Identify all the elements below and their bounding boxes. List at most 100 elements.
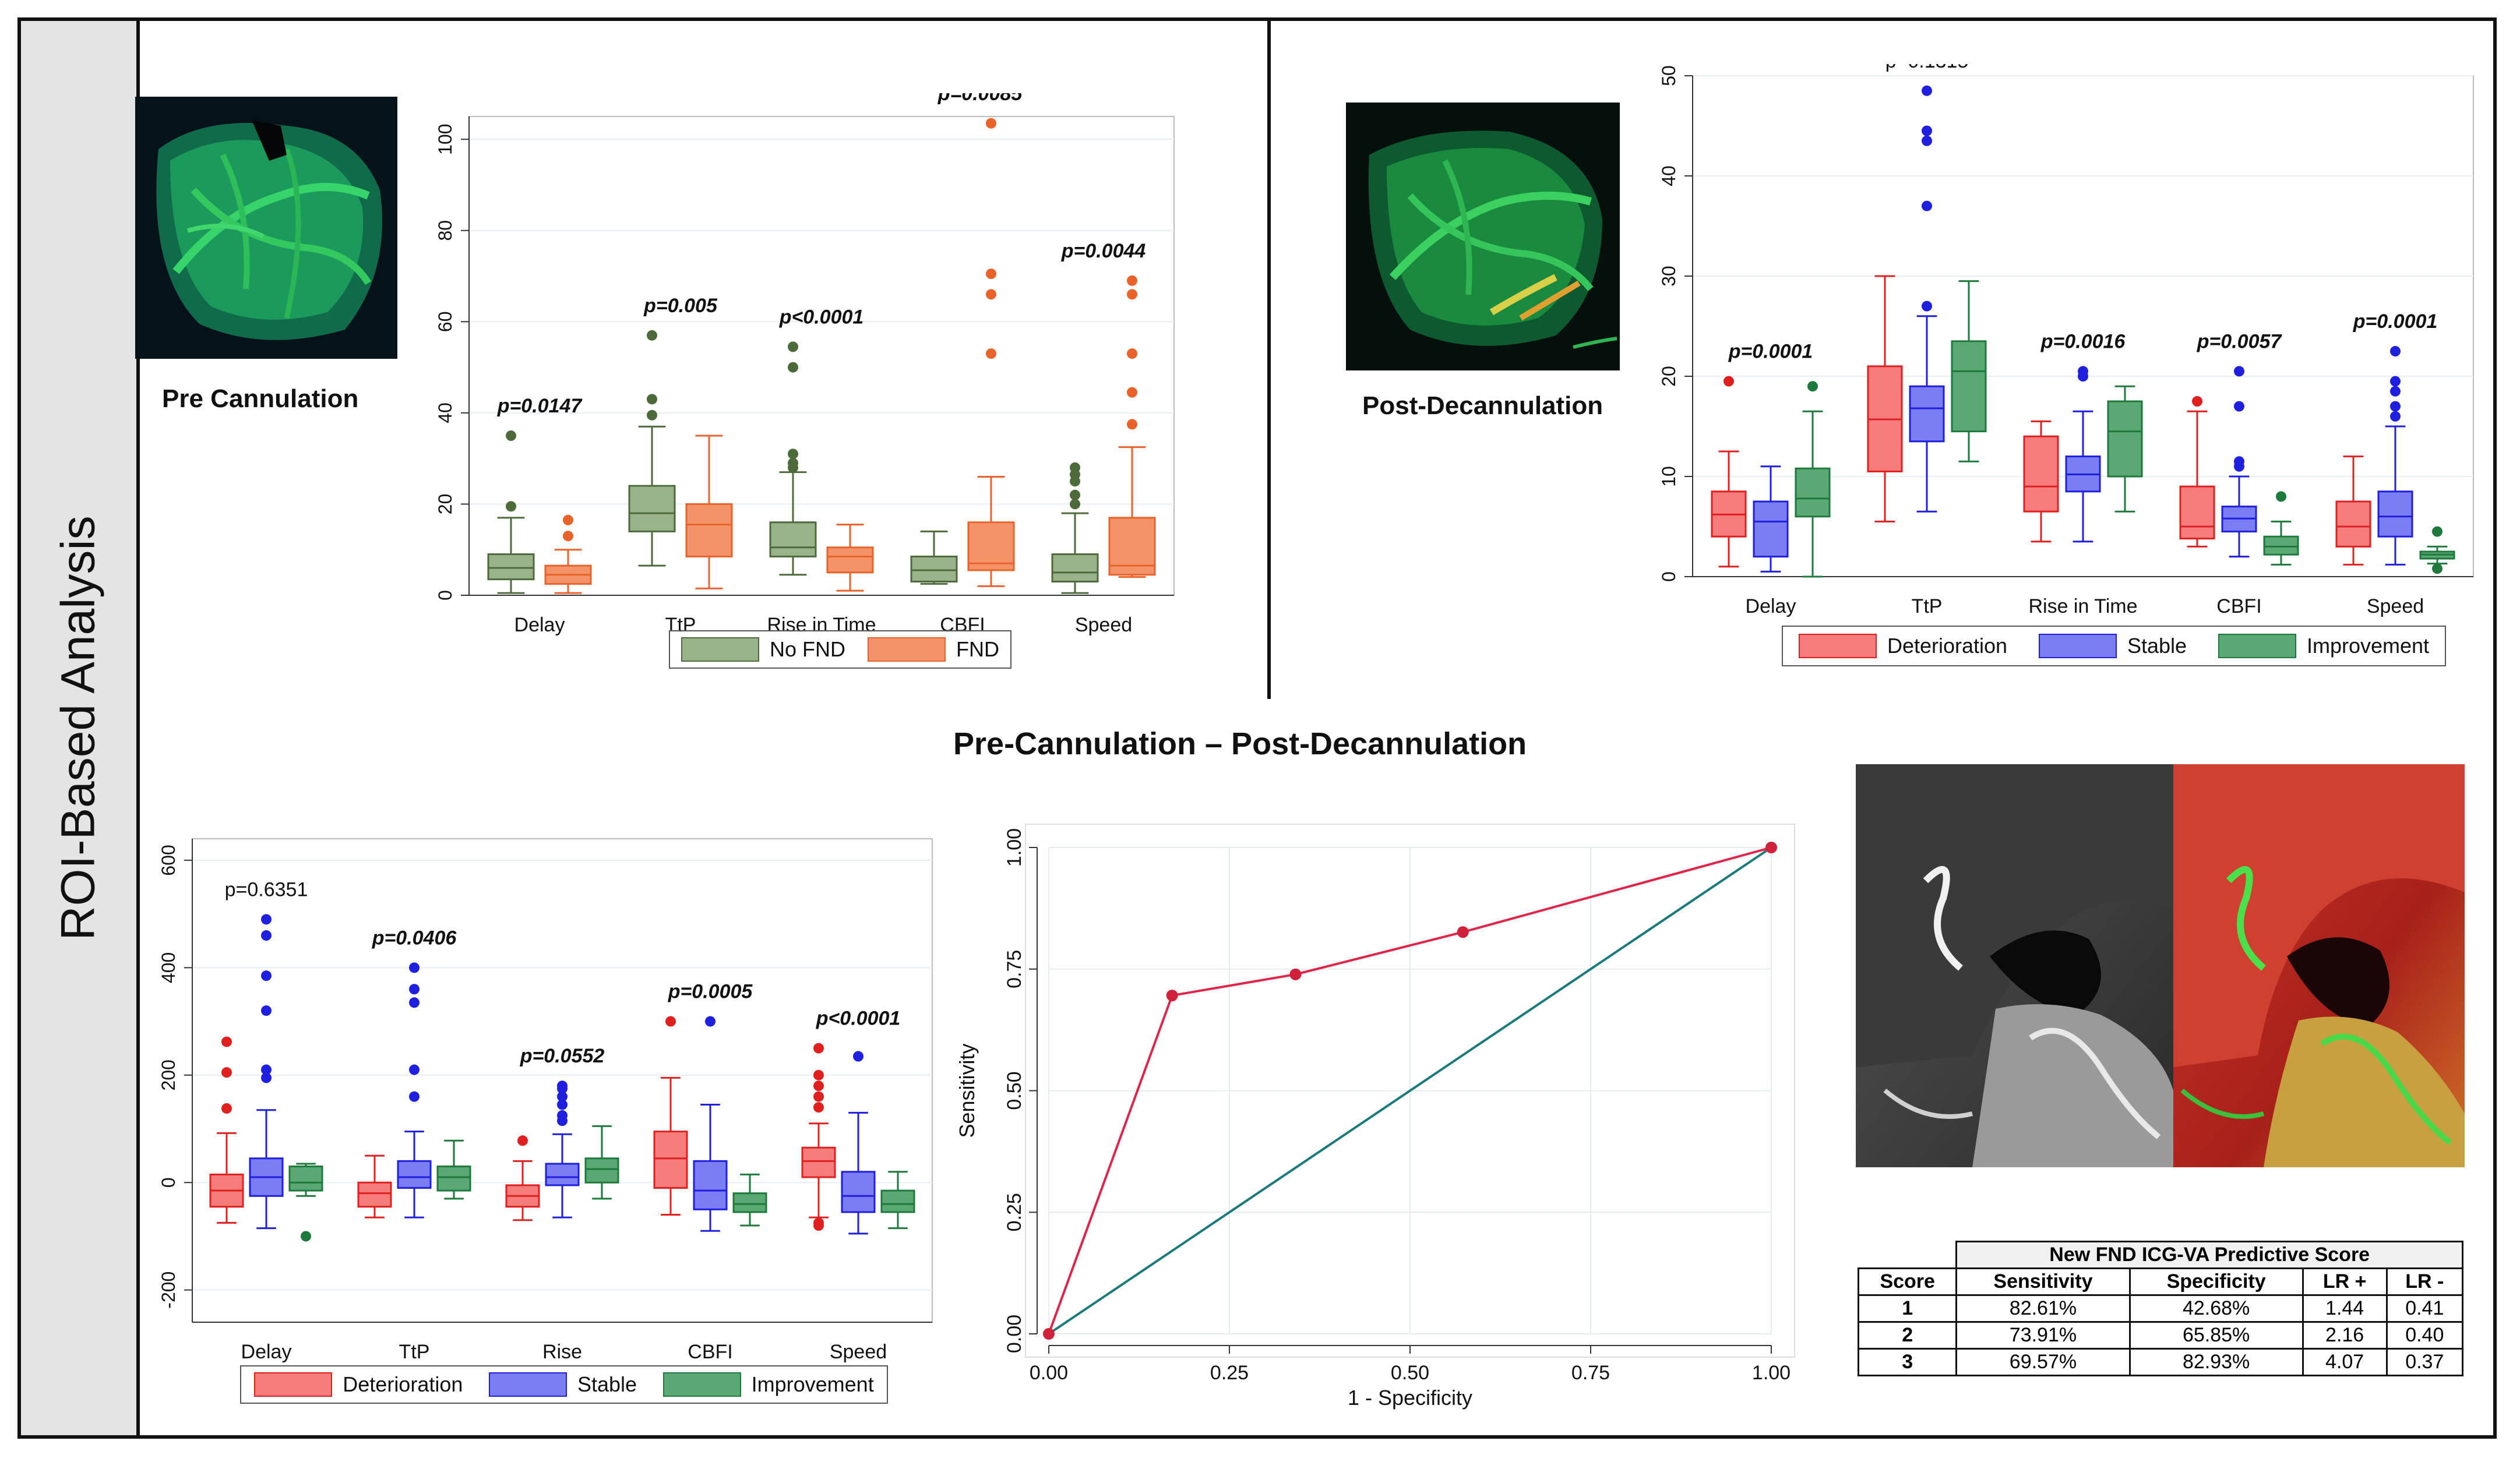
y-tick-label: 40 — [435, 402, 456, 423]
p-value-label: p=0.0044 — [1061, 240, 1146, 262]
outlier-point — [788, 449, 798, 460]
outlier-point — [2432, 526, 2443, 537]
outlier-point — [409, 962, 420, 973]
outlier-point — [1724, 376, 1734, 387]
sidebar: ROI-Based Analysis — [21, 21, 140, 1435]
x-tick-label: Speed — [2367, 595, 2424, 617]
outlier-point — [986, 348, 996, 359]
legend-swatch-stable — [2038, 634, 2117, 658]
legend-swatch-fnd — [867, 637, 946, 662]
outlier-point — [2234, 456, 2244, 467]
box — [2107, 400, 2143, 478]
pre-cannulation-boxplot: 0 20 40 60 80 100 Delay p=0.0147 TtP p=0.005 Rise … — [435, 93, 1175, 636]
x-tick-label: Rise — [542, 1341, 582, 1363]
legend-swatch-deterioration-2 — [254, 1372, 333, 1397]
y-tick-label: 200 — [158, 1060, 179, 1090]
outlier-point — [221, 1067, 232, 1078]
outlier-point — [1127, 419, 1137, 430]
figure-frame — [17, 17, 2497, 1439]
x-tick-label: Rise in Time — [767, 614, 876, 636]
box — [487, 553, 535, 581]
box — [2179, 485, 2215, 540]
outlier-point — [261, 930, 272, 941]
table-cell: 0.41 — [2385, 1294, 2464, 1323]
table-cell: 73.91% — [1955, 1321, 2131, 1350]
outlier-point — [813, 1043, 824, 1054]
outlier-point — [1070, 462, 1080, 473]
pre-cannulation-icg-image — [135, 97, 397, 359]
vertical-divider — [1267, 21, 1271, 699]
x-tick-label: Speed — [1075, 614, 1132, 636]
middle-title: Pre-Cannulation – Post-Decannulation — [953, 726, 1527, 761]
x-tick-label: 0.50 — [1391, 1362, 1429, 1384]
outlier-point — [1922, 85, 1932, 96]
box — [693, 1160, 728, 1210]
outlier-point — [1807, 381, 1818, 392]
outlier-point — [2234, 401, 2244, 412]
y-tick-label: 1.00 — [1003, 828, 1025, 867]
table-cell: 2 — [1857, 1321, 1958, 1350]
p-value-label: p=0.0406 — [372, 927, 457, 949]
x-tick-label: Speed — [830, 1341, 887, 1363]
p-value-label: p=0.0057 — [2197, 330, 2283, 352]
legend-label-deterioration: Deterioration — [1887, 634, 2008, 658]
outlier-point — [517, 1135, 528, 1146]
x-tick-label: TtP — [399, 1341, 430, 1363]
box — [2335, 500, 2371, 548]
plot-area — [468, 116, 1175, 596]
p-value-label: p=0.0001 — [1728, 341, 1813, 363]
box — [628, 485, 676, 532]
legend-difference: Deterioration Stable Improvement — [240, 1365, 888, 1404]
x-tick-label: Delay — [241, 1341, 292, 1363]
pre-post-difference-boxplot: -200 0 200 400 600 Delay p=0.6351 TtP p=0.0406 Ri… — [158, 838, 933, 1363]
box — [357, 1181, 392, 1208]
outlier-point — [409, 1091, 420, 1102]
reference-line — [1048, 846, 1772, 1335]
p-value-label: p=0.0085 — [937, 93, 1023, 105]
predictive-score-table: New FND ICG-VA Predictive Score Score Se… — [1857, 1241, 2464, 1376]
outlier-point — [2390, 346, 2401, 356]
legend-label-stable: Stable — [2127, 634, 2187, 658]
outlier-point — [1922, 125, 1932, 136]
outlier-point — [853, 1051, 864, 1062]
outlier-point — [986, 289, 996, 300]
sidebar-label: ROI-Based Analysis — [52, 515, 105, 941]
y-tick-label: 600 — [158, 845, 179, 875]
outlier-point — [563, 531, 573, 542]
legend-post-decannulation: Deterioration Stable Improvement — [1782, 626, 2446, 666]
legend-swatch-deterioration — [1798, 634, 1877, 658]
roc-point — [1043, 1328, 1055, 1340]
plot-area — [192, 838, 933, 1323]
outlier-point — [563, 514, 573, 525]
y-tick-label: 40 — [1658, 165, 1679, 186]
box — [685, 503, 733, 557]
outlier-point — [261, 1005, 272, 1016]
roc-point — [1457, 926, 1469, 938]
x-tick-label: TtP — [1912, 595, 1943, 617]
p-value-label: p=0.005 — [643, 295, 718, 317]
outlier-point — [2390, 401, 2401, 412]
outlier-point — [557, 1091, 568, 1102]
y-tick-label: 0.75 — [1003, 950, 1025, 988]
outlier-point — [2390, 376, 2401, 387]
roc-point — [1166, 990, 1178, 1002]
x-tick-label: TtP — [665, 614, 696, 636]
table-header: Sensitivity — [1955, 1267, 2131, 1296]
y-tick-label: 20 — [435, 494, 456, 515]
outlier-point — [813, 1091, 824, 1102]
legend-label-stable-2: Stable — [577, 1372, 637, 1396]
outlier-point — [813, 1080, 824, 1092]
legend-label-improvement-2: Improvement — [751, 1372, 874, 1396]
box — [967, 521, 1015, 571]
table-header: LR + — [2302, 1267, 2388, 1296]
box — [1051, 553, 1099, 583]
box — [769, 521, 817, 557]
outlier-point — [1922, 301, 1932, 312]
y-tick-label: 80 — [435, 220, 456, 241]
box — [910, 555, 958, 583]
outlier-point — [221, 1036, 232, 1047]
table-cell: 82.61% — [1955, 1294, 2131, 1323]
outlier-point — [2390, 386, 2401, 397]
box — [801, 1146, 836, 1178]
outlier-point — [261, 1064, 272, 1075]
